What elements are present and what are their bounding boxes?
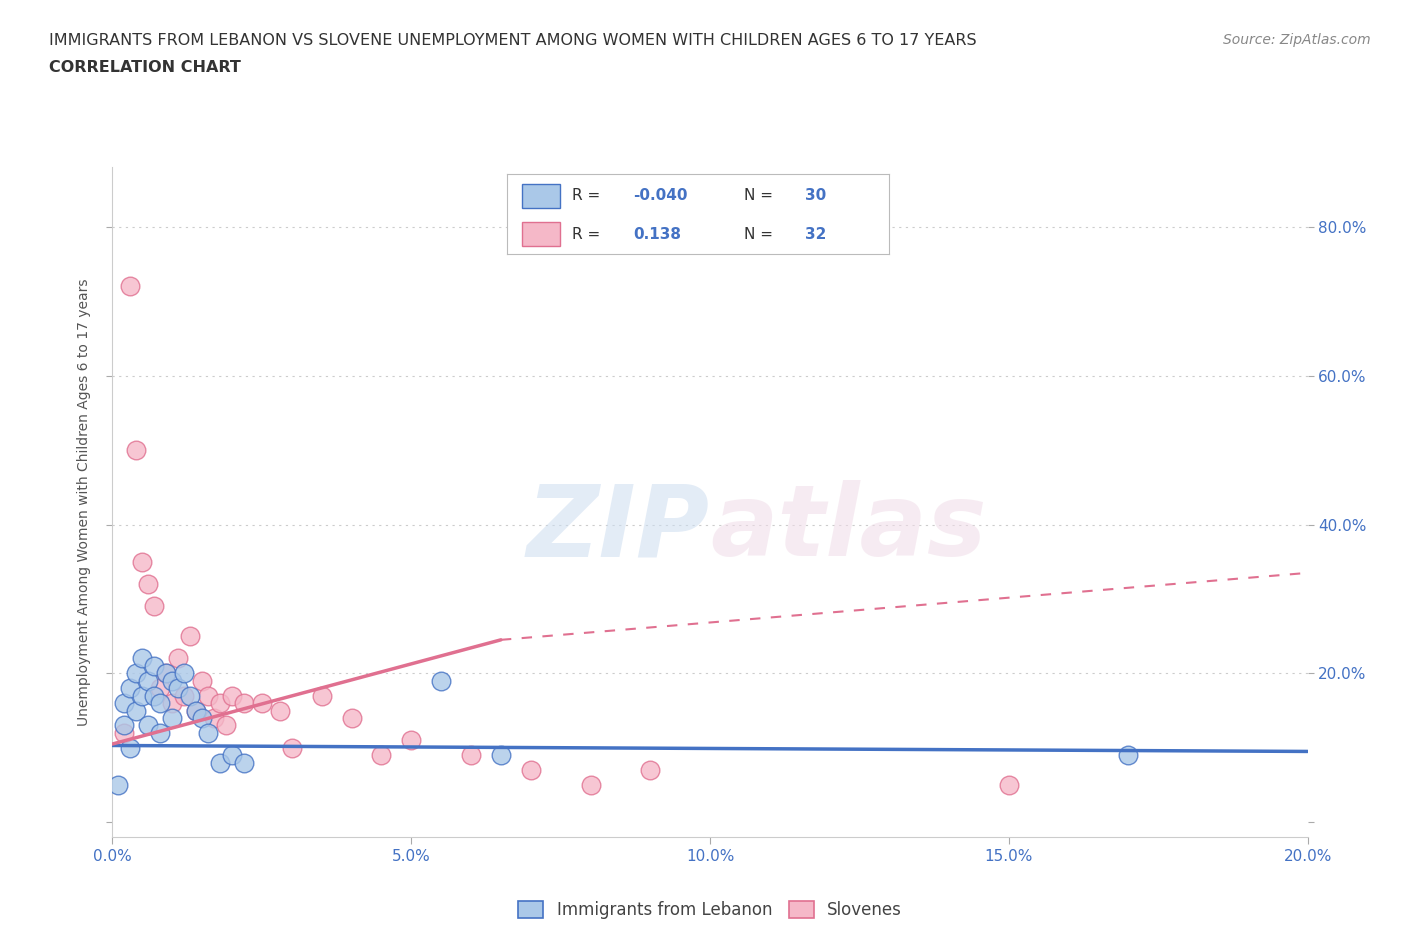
Point: [131, 688, 153, 703]
Point: [120, 681, 142, 696]
Point: [208, 696, 231, 711]
Point: [143, 688, 166, 703]
Point: [125, 443, 148, 458]
Point: [430, 673, 453, 688]
Point: [208, 755, 231, 770]
Text: ZIP: ZIP: [527, 481, 710, 578]
Point: [114, 696, 135, 711]
Point: [120, 279, 142, 294]
Point: [579, 777, 602, 792]
Point: [162, 696, 183, 711]
Point: [269, 703, 291, 718]
Text: atlas: atlas: [710, 481, 987, 578]
Point: [125, 703, 148, 718]
Point: [370, 748, 392, 763]
Point: [401, 733, 423, 748]
Point: [281, 740, 304, 755]
Point: [143, 599, 166, 614]
Point: [179, 688, 201, 703]
Text: CORRELATION CHART: CORRELATION CHART: [49, 60, 240, 75]
Point: [311, 688, 333, 703]
Point: [167, 651, 190, 666]
Point: [197, 688, 219, 703]
Point: [638, 763, 662, 777]
Point: [202, 711, 225, 725]
Point: [114, 725, 135, 740]
Point: [250, 696, 273, 711]
Point: [162, 711, 183, 725]
Point: [149, 696, 172, 711]
Point: [215, 718, 238, 733]
Text: Source: ZipAtlas.com: Source: ZipAtlas.com: [1223, 33, 1371, 46]
Point: [131, 554, 153, 569]
Point: [221, 748, 243, 763]
Point: [221, 688, 243, 703]
Point: [340, 711, 363, 725]
Point: [232, 755, 256, 770]
Point: [186, 703, 208, 718]
Point: [149, 681, 172, 696]
Point: [114, 718, 135, 733]
Point: [167, 681, 190, 696]
Point: [998, 777, 1021, 792]
Y-axis label: Unemployment Among Women with Children Ages 6 to 17 years: Unemployment Among Women with Children A…: [77, 278, 91, 726]
Point: [149, 725, 172, 740]
Point: [143, 658, 166, 673]
Point: [138, 577, 160, 591]
Point: [520, 763, 543, 777]
Point: [1118, 748, 1140, 763]
Point: [131, 651, 153, 666]
Point: [179, 629, 201, 644]
Point: [138, 673, 160, 688]
Point: [138, 718, 160, 733]
Point: [232, 696, 256, 711]
Point: [107, 777, 129, 792]
Point: [173, 688, 195, 703]
Point: [460, 748, 482, 763]
Point: [489, 748, 512, 763]
Point: [191, 711, 214, 725]
Point: [173, 666, 195, 681]
Point: [125, 666, 148, 681]
Point: [162, 673, 183, 688]
Point: [155, 666, 177, 681]
Text: IMMIGRANTS FROM LEBANON VS SLOVENE UNEMPLOYMENT AMONG WOMEN WITH CHILDREN AGES 6: IMMIGRANTS FROM LEBANON VS SLOVENE UNEMP…: [49, 33, 977, 47]
Point: [191, 673, 214, 688]
Point: [120, 740, 142, 755]
Legend: Immigrants from Lebanon, Slovenes: Immigrants from Lebanon, Slovenes: [512, 895, 908, 925]
Point: [155, 666, 177, 681]
Point: [186, 703, 208, 718]
Point: [197, 725, 219, 740]
